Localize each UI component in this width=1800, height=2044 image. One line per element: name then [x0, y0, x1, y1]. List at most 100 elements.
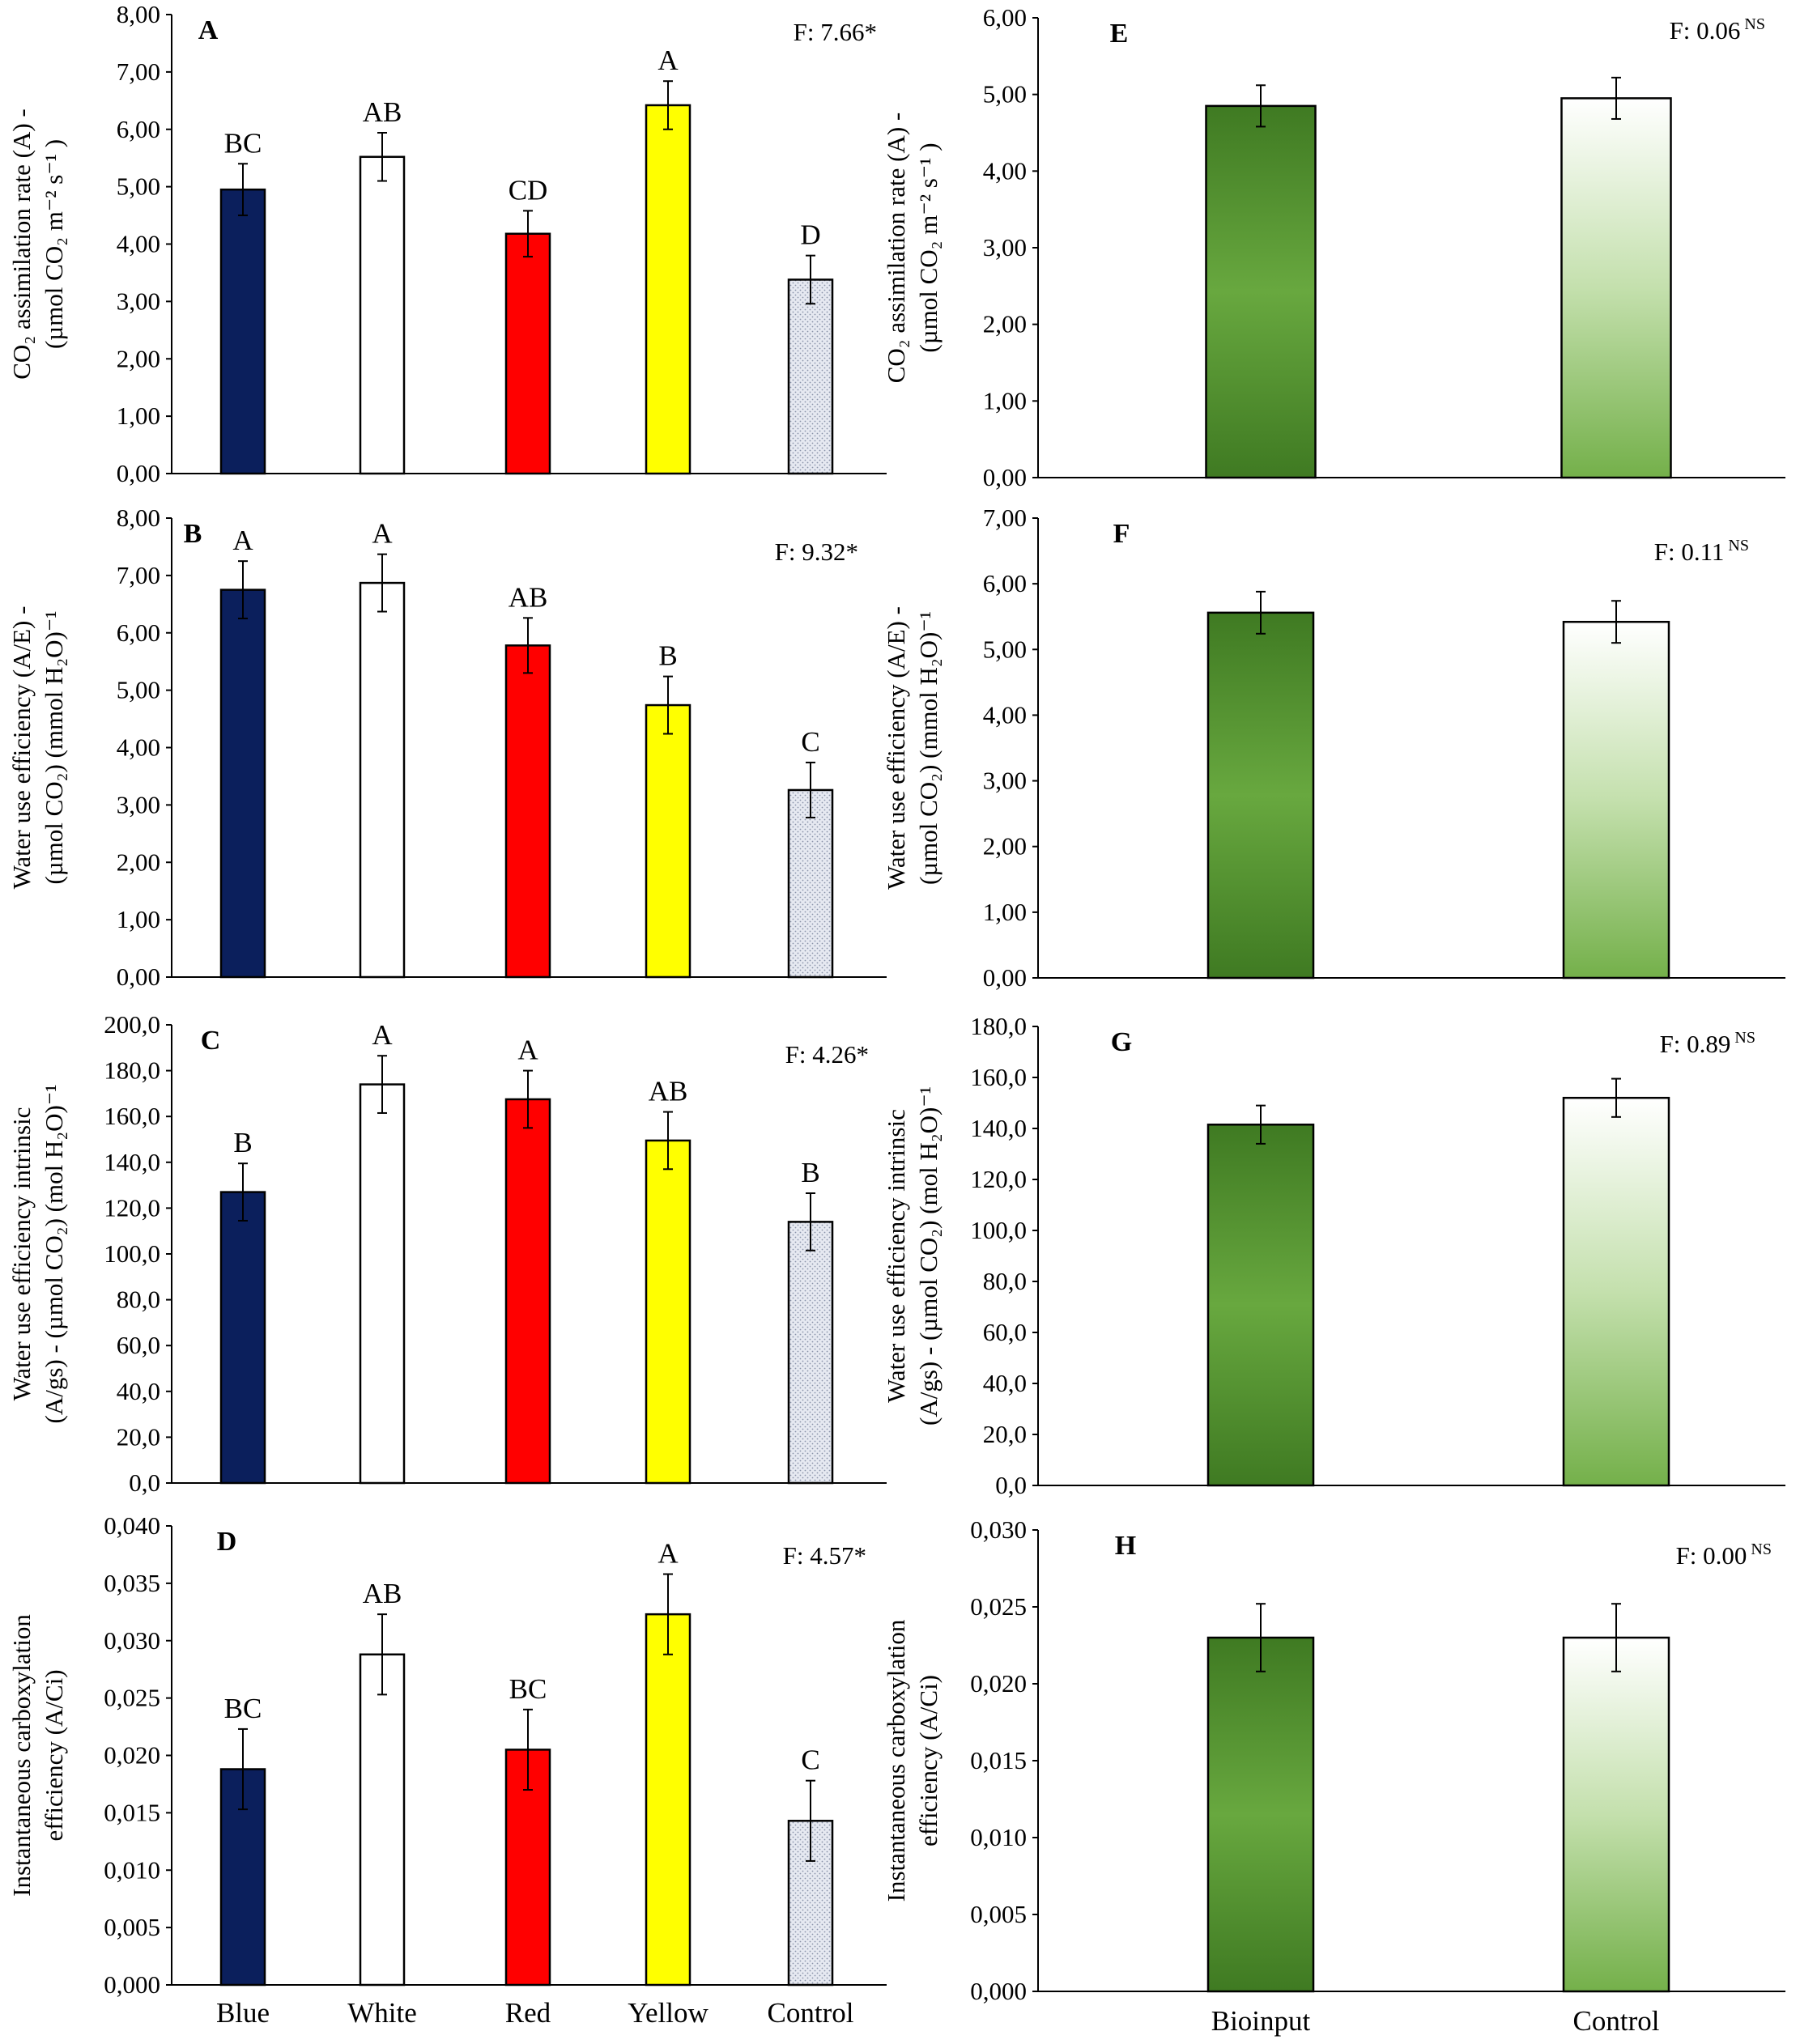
significance-letter: C: [801, 1744, 819, 1776]
y-tick-label: 0,015: [104, 1798, 160, 1826]
panel-label: A: [198, 15, 219, 45]
significance-letter: AB: [363, 96, 402, 128]
bar-blue: [219, 1191, 266, 1485]
y-tick-label: 80,0: [983, 1267, 1027, 1295]
y-tick-label: 0,010: [970, 1823, 1027, 1851]
bar-bioinput: [1206, 1124, 1315, 1487]
y-axis-label: Water use efficiency (A/E) -: [882, 606, 910, 890]
y-tick-label: 3,00: [983, 233, 1027, 261]
bar-yellow: [645, 1613, 691, 1987]
y-tick-label: 0,00: [983, 463, 1027, 491]
bar-control: [787, 788, 834, 979]
y-tick-label: 140,0: [104, 1148, 160, 1176]
y-tick-label: 0,005: [104, 1913, 160, 1941]
y-tick-label: 0,00: [117, 459, 160, 487]
y-tick-label: 4,00: [983, 700, 1027, 729]
significance-letter: AB: [363, 1578, 402, 1609]
y-tick-label: 5,00: [983, 635, 1027, 663]
y-tick-label: 2,00: [983, 832, 1027, 861]
y-tick-label: 0,00: [983, 963, 1027, 992]
bar-control: [1562, 1096, 1670, 1487]
y-tick-label: 4,00: [117, 230, 160, 258]
y-axis-label: CO₂ assimilation rate (A) -: [7, 108, 36, 380]
significance-letter: BC: [224, 1693, 262, 1724]
y-tick-label: 200,0: [104, 1010, 160, 1039]
y-tick-label: 1,00: [117, 402, 160, 430]
y-tick-label: 0,0: [995, 1471, 1027, 1499]
significance-superscript: NS: [1747, 1540, 1772, 1558]
y-tick-label: 6,00: [117, 618, 160, 647]
y-tick-label: 40,0: [983, 1369, 1027, 1397]
bar-red: [504, 644, 551, 979]
bar-white: [359, 1653, 406, 1987]
f-statistic: F: 7.66*: [794, 18, 877, 46]
chart-panel-e: 0,00 1,00 2,00 3,00 4,00 5,00 6,00 CO₂ assimila…: [882, 3, 1785, 491]
f-statistic: F: 0.00 NS: [1676, 1540, 1772, 1570]
significance-letter: A: [517, 1035, 538, 1066]
significance-letter: B: [658, 640, 677, 672]
y-tick-label: 7,00: [983, 504, 1027, 532]
panel-label: B: [184, 519, 202, 549]
panels: 0,00 1,00 2,00 3,00 4,00 5,00 6,00 7,00 8,00 CO₂ …: [7, 0, 1785, 2037]
y-tick-label: 6,00: [983, 569, 1027, 597]
chart-panel-b: 0,00 1,00 2,00 3,00 4,00 5,00 6,00 7,00 8,00 Wate…: [7, 504, 887, 991]
y-tick-label: 60,0: [117, 1331, 160, 1359]
f-statistic: F: 9.32*: [775, 538, 858, 566]
y-tick-label: 2,00: [983, 310, 1027, 338]
bar-bioinput: [1206, 611, 1315, 980]
y-axis-label: CO₂ assimilation rate (A) -: [882, 113, 910, 384]
f-statistic: F: 0.06 NS: [1670, 15, 1765, 45]
y-tick-label: 0,020: [104, 1741, 160, 1770]
y-tick-label: 3,00: [117, 790, 160, 818]
y-tick-label: 1,00: [983, 386, 1027, 414]
f-statistic: F: 0.89 NS: [1660, 1029, 1755, 1058]
y-tick-label: 5,00: [117, 676, 160, 704]
y-tick-label: 6,00: [983, 3, 1027, 32]
y-tick-label: 0,00: [117, 963, 160, 991]
bar-red: [504, 232, 551, 475]
significance-letter: A: [232, 525, 253, 556]
significance-letter: BC: [224, 127, 262, 159]
significance-letter: C: [801, 726, 819, 758]
y-tick-label: 0,030: [970, 1515, 1027, 1544]
significance-letter: BC: [509, 1673, 547, 1705]
y-tick-label: 160,0: [970, 1063, 1027, 1091]
x-category-label: Control: [768, 1997, 854, 2029]
y-tick-label: 0,025: [104, 1684, 160, 1712]
y-axis-label: (A/gs) - (µmol CO₂) (mol H₂O)⁻¹: [914, 1086, 943, 1426]
f-statistic: F: 0.11 NS: [1654, 537, 1749, 566]
y-tick-label: 7,00: [117, 57, 160, 86]
y-tick-label: 4,00: [983, 156, 1027, 185]
y-tick-label: 0,000: [970, 1977, 1027, 2005]
y-axis-label: Water use efficiency intrinsic: [7, 1107, 36, 1401]
y-tick-label: 180,0: [104, 1056, 160, 1085]
bar-bioinput: [1206, 1636, 1315, 1993]
significance-letter: AB: [649, 1076, 688, 1107]
y-axis-label: efficiency (A/Ci): [914, 1675, 943, 1846]
chart-panel-g: 0,0 20,0 40,0 60,0 80,0 100,0 120,0 140,0 160,0 1…: [882, 1012, 1785, 1499]
y-tick-label: 1,00: [983, 898, 1027, 926]
panel-label: F: [1113, 519, 1130, 549]
y-tick-label: 1,00: [117, 905, 160, 933]
y-tick-label: 100,0: [104, 1239, 160, 1268]
chart-panel-c: 0,0 20,0 40,0 60,0 80,0 100,0 120,0 140,0 160,0 1…: [7, 1010, 887, 1497]
bar-blue: [219, 589, 266, 979]
y-tick-label: 20,0: [983, 1420, 1027, 1448]
y-tick-label: 8,00: [117, 0, 160, 28]
y-axis-label: efficiency (A/Ci): [40, 1669, 68, 1841]
y-axis-label: (µmol CO₂) (mmol H₂O)⁻¹: [914, 611, 943, 885]
bar-red: [504, 1098, 551, 1485]
significance-letter: A: [657, 45, 679, 76]
chart-panel-f: 0,00 1,00 2,00 3,00 4,00 5,00 6,00 7,00 Water us…: [882, 504, 1785, 992]
y-tick-label: 120,0: [104, 1193, 160, 1222]
y-axis-label: (µmol CO₂ m⁻² s⁻¹ ): [914, 142, 943, 352]
significance-letter: B: [233, 1127, 252, 1158]
y-tick-label: 0,040: [104, 1511, 160, 1540]
y-tick-label: 80,0: [117, 1285, 160, 1314]
y-tick-label: 0,035: [104, 1569, 160, 1597]
panel-label: D: [217, 1527, 237, 1557]
significance-letter: A: [657, 1538, 679, 1570]
f-statistic: F: 4.26*: [785, 1040, 869, 1069]
y-tick-label: 2,00: [117, 344, 160, 372]
y-axis-label: (µmol CO₂ m⁻² s⁻¹ ): [40, 139, 68, 349]
